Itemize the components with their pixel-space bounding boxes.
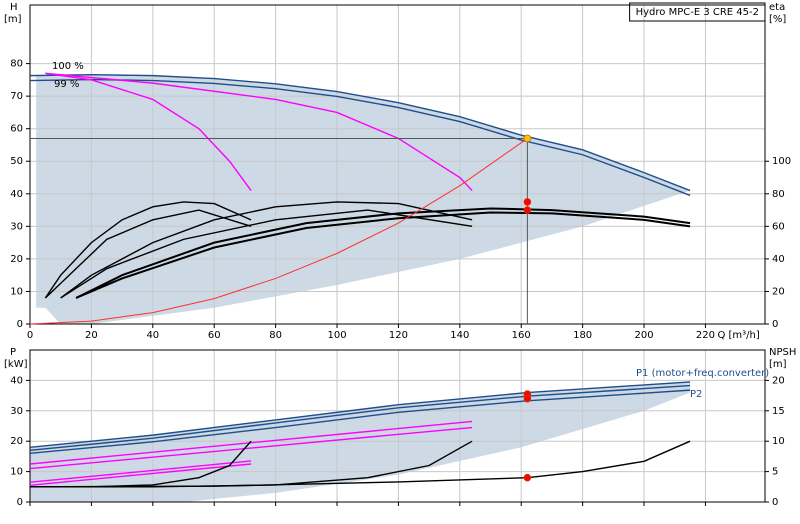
duty-point	[523, 394, 532, 403]
curve	[29, 384, 691, 452]
y2-tick-label: 0	[772, 319, 778, 330]
x-tick-label: 220	[696, 330, 715, 341]
y-tick-label: 10	[10, 286, 23, 297]
chart-title: Hydro MPC-E 3 CRE 45-2	[636, 7, 759, 18]
curve	[75, 211, 691, 299]
y-tick-label: 30	[10, 406, 23, 417]
curve	[44, 209, 252, 299]
y2-tick-label: 60	[772, 221, 785, 232]
y2-tick-label: 100	[772, 156, 791, 167]
x-tick-label: 60	[208, 330, 221, 341]
y-axis-label: P	[10, 347, 16, 358]
curve	[29, 138, 528, 325]
y-axis-label: H	[10, 2, 18, 13]
y-tick-label: 50	[10, 156, 23, 167]
x-tick-label: 180	[573, 330, 592, 341]
annotation: P1 (motor+freq.converter)	[636, 368, 769, 379]
y2-tick-label: 0	[772, 497, 778, 508]
x-tick-label: 120	[389, 330, 408, 341]
y-tick-label: 30	[10, 221, 23, 232]
curve	[29, 420, 473, 465]
x-tick-label: 100	[327, 330, 346, 341]
y-tick-label: 60	[10, 124, 23, 135]
curve	[29, 460, 252, 483]
y2-axis-unit: [%]	[769, 14, 786, 25]
y2-tick-label: 20	[772, 286, 785, 297]
curve	[60, 209, 473, 299]
y2-axis-label: NPSH	[769, 347, 796, 358]
curve	[45, 72, 473, 192]
curve	[45, 72, 252, 191]
title-box	[629, 2, 766, 22]
y-axis-unit: [m]	[4, 14, 22, 25]
y2-axis-unit: [m]	[769, 359, 787, 370]
y-tick-label: 20	[10, 436, 23, 447]
y2-tick-label: 80	[772, 189, 785, 200]
plot-frame	[29, 349, 766, 503]
y2-tick-label: 10	[772, 436, 785, 447]
y-tick-label: 80	[10, 59, 23, 70]
x-tick-label: 20	[85, 330, 98, 341]
x-tick-label: 80	[269, 330, 282, 341]
y2-tick-label: 5	[772, 467, 778, 478]
x-tick-label: 200	[634, 330, 653, 341]
duty-point	[523, 134, 532, 143]
annotation: 100 %	[52, 61, 84, 72]
y-tick-label: 70	[10, 91, 23, 102]
y2-tick-label: 20	[772, 375, 785, 386]
curve	[29, 463, 252, 486]
y-tick-label: 0	[17, 319, 23, 330]
duty-point	[523, 473, 532, 482]
annotation: 99 %	[54, 79, 79, 90]
curve	[60, 201, 473, 299]
curve	[75, 207, 691, 299]
operating-area	[30, 381, 691, 502]
y-tick-label: 40	[10, 189, 23, 200]
duty-point	[523, 206, 532, 214]
curve	[29, 381, 691, 448]
y2-axis-label: eta	[769, 2, 785, 13]
curve	[29, 426, 473, 470]
y-axis-unit: [kW]	[4, 359, 28, 370]
curve	[29, 389, 691, 455]
curve	[29, 78, 691, 197]
curve	[44, 201, 252, 299]
y-tick-label: 0	[17, 497, 23, 508]
y-tick-label: 40	[10, 375, 23, 386]
x-axis-label: Q [m³/h]	[717, 330, 759, 341]
x-tick-label: 0	[27, 330, 33, 341]
x-tick-label: 40	[146, 330, 159, 341]
annotation: P2	[690, 389, 702, 400]
y2-tick-label: 15	[772, 406, 785, 417]
y2-tick-label: 40	[772, 254, 785, 265]
x-tick-label: 160	[512, 330, 531, 341]
x-tick-label: 140	[450, 330, 469, 341]
plot-frame	[29, 4, 766, 325]
operating-area	[36, 74, 691, 325]
duty-point	[523, 198, 532, 206]
y-tick-label: 20	[10, 254, 23, 265]
y-tick-label: 10	[10, 467, 23, 478]
curve	[29, 73, 691, 192]
